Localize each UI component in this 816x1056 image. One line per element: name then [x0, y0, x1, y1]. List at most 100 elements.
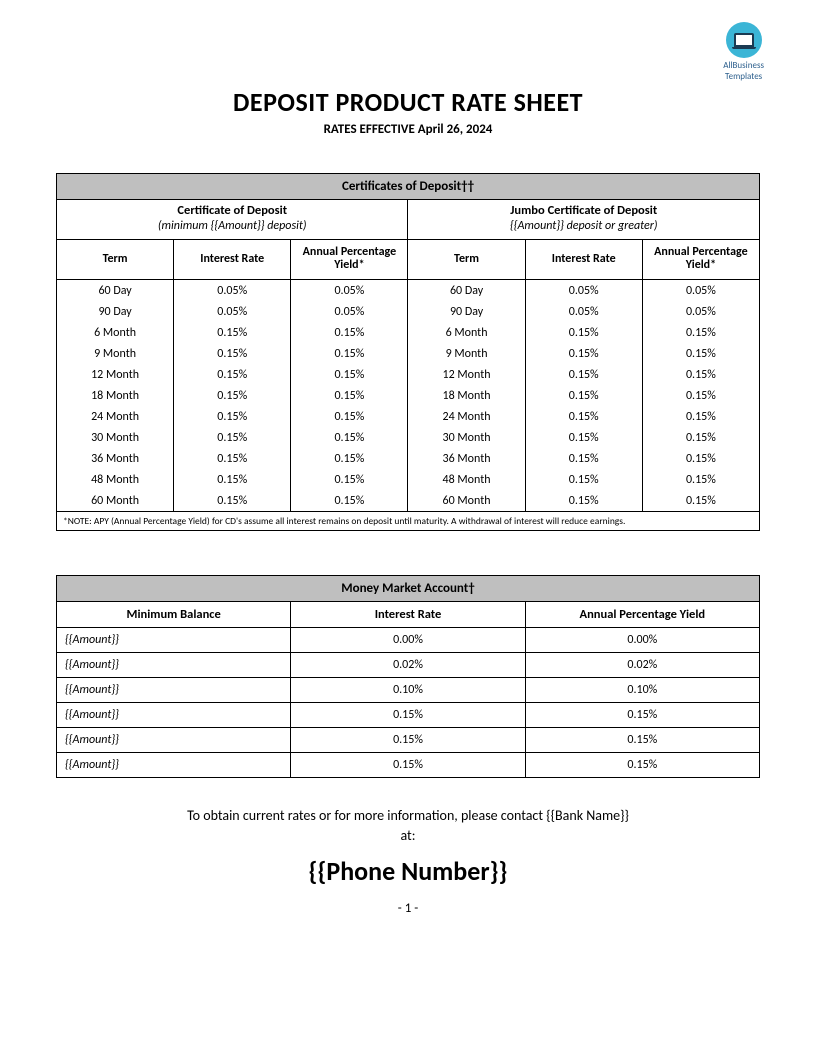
- table-row: 60 Month0.15%0.15%60 Month0.15%0.15%: [57, 490, 760, 512]
- table-cell: 0.05%: [174, 280, 291, 302]
- cd-section-header: Certificates of Deposit††: [57, 174, 760, 200]
- brand-logo: AllBusiness Templates: [723, 22, 764, 82]
- cd-right-name: Jumbo Certificate of Deposit: [408, 203, 759, 219]
- cd-right-header: Jumbo Certificate of Deposit {{Amount}} …: [408, 200, 760, 240]
- table-cell: 60 Month: [57, 490, 174, 512]
- table-cell: 0.15%: [291, 728, 525, 753]
- table-cell: 0.15%: [525, 490, 642, 512]
- table-cell: 30 Month: [57, 427, 174, 448]
- cd-left-header: Certificate of Deposit (minimum {{Amount…: [57, 200, 408, 240]
- table-cell: 0.15%: [525, 322, 642, 343]
- cd-col-apy-r: Annual Percentage Yield*: [642, 239, 759, 280]
- table-cell: 0.15%: [525, 753, 759, 778]
- table-cell: 0.15%: [174, 490, 291, 512]
- mm-table: Money Market Account† Minimum Balance In…: [56, 575, 760, 778]
- table-cell: 9 Month: [57, 343, 174, 364]
- table-cell: {{Amount}}: [57, 653, 291, 678]
- table-cell: 0.15%: [174, 385, 291, 406]
- table-cell: 0.15%: [174, 343, 291, 364]
- cd-right-sub: {{Amount}} deposit or greater): [408, 219, 759, 234]
- table-cell: 6 Month: [408, 322, 525, 343]
- table-cell: 0.15%: [525, 406, 642, 427]
- table-cell: 0.00%: [291, 628, 525, 653]
- table-cell: 0.15%: [642, 406, 759, 427]
- table-cell: 9 Month: [408, 343, 525, 364]
- table-cell: {{Amount}}: [57, 678, 291, 703]
- table-row: 60 Day0.05%0.05%60 Day0.05%0.05%: [57, 280, 760, 302]
- table-cell: 0.02%: [291, 653, 525, 678]
- table-cell: 0.15%: [525, 469, 642, 490]
- table-cell: 12 Month: [408, 364, 525, 385]
- table-cell: 24 Month: [57, 406, 174, 427]
- table-cell: 18 Month: [57, 385, 174, 406]
- table-cell: 0.15%: [642, 385, 759, 406]
- table-cell: 0.15%: [642, 469, 759, 490]
- table-row: {{Amount}}0.15%0.15%: [57, 728, 760, 753]
- table-cell: 48 Month: [408, 469, 525, 490]
- table-cell: 0.00%: [525, 628, 759, 653]
- table-cell: 36 Month: [57, 448, 174, 469]
- table-cell: 0.15%: [291, 490, 408, 512]
- table-row: 12 Month0.15%0.15%12 Month0.15%0.15%: [57, 364, 760, 385]
- table-cell: 24 Month: [408, 406, 525, 427]
- table-cell: 0.10%: [291, 678, 525, 703]
- table-cell: 0.15%: [291, 753, 525, 778]
- table-cell: 0.15%: [291, 385, 408, 406]
- contact-line-1: To obtain current rates or for more info…: [187, 807, 629, 824]
- table-row: 9 Month0.15%0.15%9 Month0.15%0.15%: [57, 343, 760, 364]
- table-cell: {{Amount}}: [57, 703, 291, 728]
- table-cell: 90 Day: [408, 301, 525, 322]
- table-cell: 0.15%: [291, 343, 408, 364]
- table-cell: 0.15%: [525, 343, 642, 364]
- mm-col-balance: Minimum Balance: [57, 602, 291, 628]
- table-row: 18 Month0.15%0.15%18 Month0.15%0.15%: [57, 385, 760, 406]
- table-cell: 0.15%: [642, 448, 759, 469]
- table-cell: 0.05%: [174, 301, 291, 322]
- table-cell: 0.05%: [642, 280, 759, 302]
- table-cell: 0.15%: [525, 364, 642, 385]
- table-row: 90 Day0.05%0.05%90 Day0.05%0.05%: [57, 301, 760, 322]
- table-row: 6 Month0.15%0.15%6 Month0.15%0.15%: [57, 322, 760, 343]
- mm-col-apy: Annual Percentage Yield: [525, 602, 759, 628]
- mm-section-header: Money Market Account†: [57, 576, 760, 602]
- table-cell: 0.15%: [525, 427, 642, 448]
- phone-number: {{Phone Number}}: [56, 855, 760, 887]
- table-cell: 36 Month: [408, 448, 525, 469]
- table-cell: 0.15%: [525, 385, 642, 406]
- table-row: {{Amount}}0.15%0.15%: [57, 703, 760, 728]
- table-row: 36 Month0.15%0.15%36 Month0.15%0.15%: [57, 448, 760, 469]
- table-row: {{Amount}}0.00%0.00%: [57, 628, 760, 653]
- cd-col-term-r: Term: [408, 239, 525, 280]
- table-cell: {{Amount}}: [57, 728, 291, 753]
- table-cell: 60 Day: [57, 280, 174, 302]
- table-row: 48 Month0.15%0.15%48 Month0.15%0.15%: [57, 469, 760, 490]
- table-cell: 48 Month: [57, 469, 174, 490]
- table-cell: 0.15%: [291, 406, 408, 427]
- table-row: 30 Month0.15%0.15%30 Month0.15%0.15%: [57, 427, 760, 448]
- table-cell: 0.05%: [642, 301, 759, 322]
- cd-table: Certificates of Deposit†† Certificate of…: [56, 173, 760, 531]
- table-cell: 0.15%: [642, 490, 759, 512]
- table-cell: 0.15%: [525, 448, 642, 469]
- table-cell: 0.15%: [174, 364, 291, 385]
- table-cell: {{Amount}}: [57, 753, 291, 778]
- contact-line-2: at:: [400, 827, 415, 844]
- table-cell: 12 Month: [57, 364, 174, 385]
- cd-col-term-l: Term: [57, 239, 174, 280]
- table-row: {{Amount}}0.02%0.02%: [57, 653, 760, 678]
- table-cell: 0.15%: [525, 728, 759, 753]
- mm-col-rate: Interest Rate: [291, 602, 525, 628]
- table-row: {{Amount}}0.10%0.10%: [57, 678, 760, 703]
- page-number: - 1 -: [56, 901, 760, 916]
- brand-text-1: AllBusiness: [723, 60, 764, 71]
- table-row: 24 Month0.15%0.15%24 Month0.15%0.15%: [57, 406, 760, 427]
- page-subtitle: RATES EFFECTIVE April 26, 2024: [56, 122, 760, 137]
- page-title: DEPOSIT PRODUCT RATE SHEET: [56, 86, 760, 118]
- table-cell: 0.15%: [174, 322, 291, 343]
- table-cell: 0.05%: [291, 301, 408, 322]
- table-cell: 18 Month: [408, 385, 525, 406]
- table-cell: 0.15%: [291, 364, 408, 385]
- table-cell: 0.05%: [525, 301, 642, 322]
- table-cell: 0.15%: [174, 427, 291, 448]
- table-cell: 0.05%: [525, 280, 642, 302]
